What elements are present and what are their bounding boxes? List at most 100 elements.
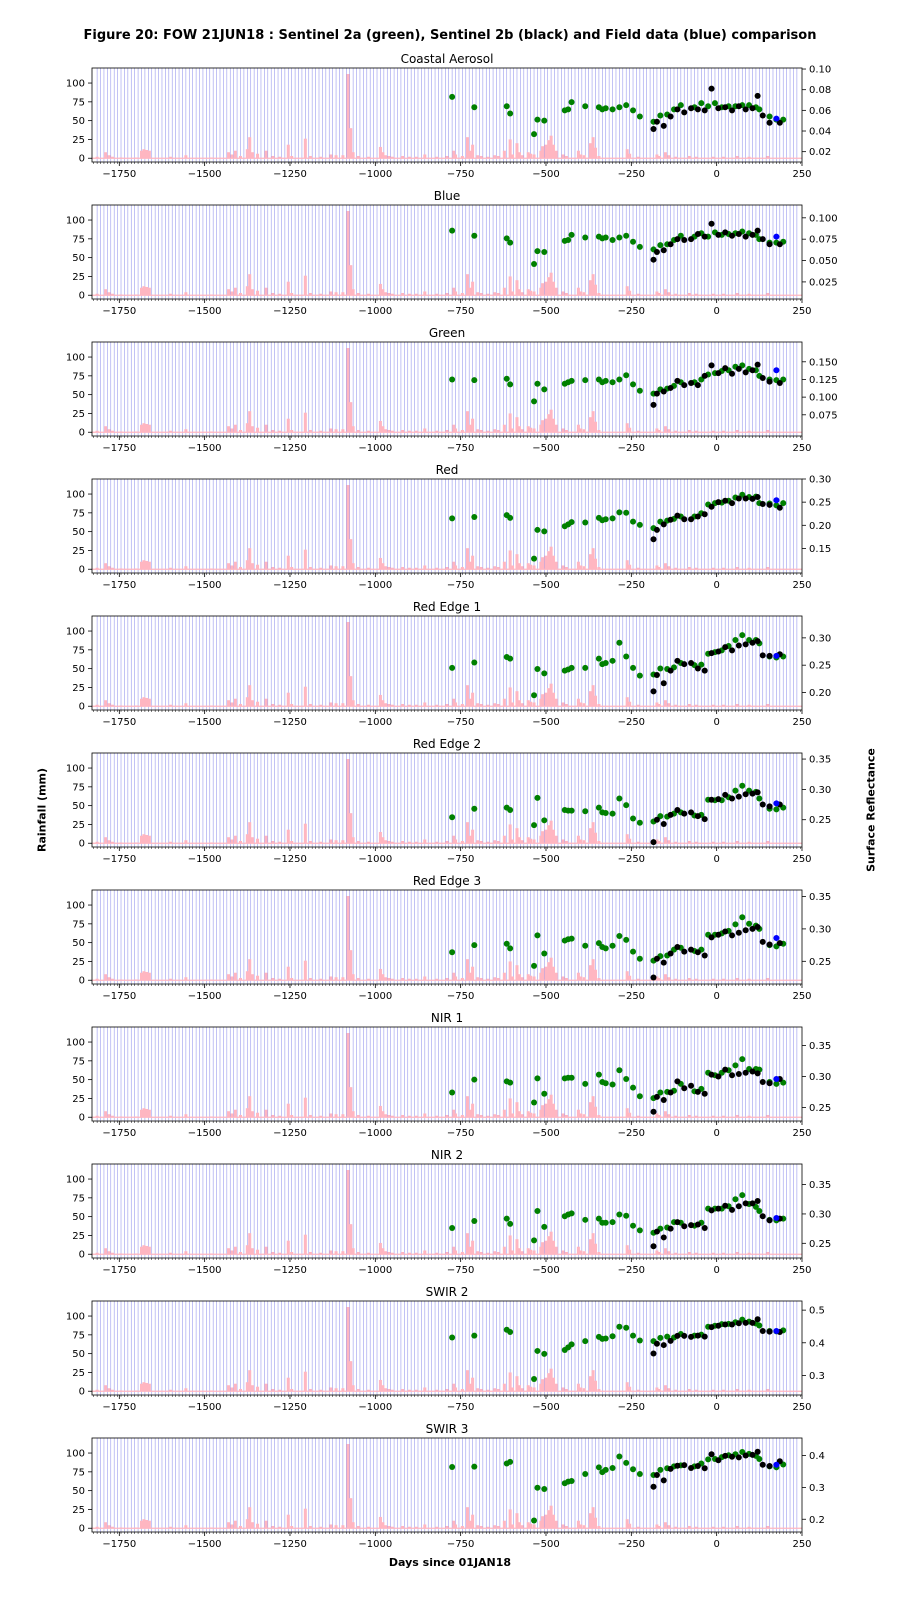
rainfall-bar <box>134 157 138 159</box>
rainfall-bar <box>479 292 483 296</box>
rainfall-bar <box>366 293 370 296</box>
rainfall-bar <box>694 704 698 707</box>
rainfall-bar <box>381 289 385 296</box>
rainfall-bar <box>104 700 108 707</box>
rainfall-bar <box>107 703 111 707</box>
rainfall-bar <box>541 1105 545 1118</box>
sentinel-2b-point <box>729 232 736 239</box>
rainfall-bar <box>687 703 691 707</box>
sentinel-2b-point <box>715 105 722 112</box>
sentinel-2b-point <box>708 362 715 369</box>
rainfall-bar <box>520 977 524 981</box>
rainfall-bar <box>401 1114 405 1118</box>
rainfall-bar <box>329 154 333 159</box>
rainfall-bar <box>250 837 254 844</box>
sentinel-2b-point <box>694 665 701 672</box>
rainfall-bar <box>593 421 597 433</box>
rainfall-bar <box>517 700 521 707</box>
rainfall-bar <box>384 1114 388 1118</box>
rainfall-bar <box>694 1115 698 1118</box>
rainfall-bar <box>233 972 237 981</box>
rainfall-bar <box>517 1111 521 1118</box>
rainfall-bar <box>547 140 551 159</box>
x-tick-label: 250 <box>792 580 811 591</box>
rainfall-bar <box>387 292 391 296</box>
sentinel-2a-point <box>531 131 538 138</box>
sentinel-2b-point <box>694 231 701 238</box>
sentinel-2a-point <box>534 380 541 387</box>
rainfall-bar <box>384 155 388 159</box>
sentinel-2b-point <box>660 122 667 129</box>
rainfall-bar <box>502 561 506 570</box>
rainfall-bar <box>245 834 249 844</box>
rainfall-bar <box>264 698 268 707</box>
rainfall-bar <box>147 287 151 296</box>
rainfall-bar <box>711 704 715 707</box>
rainfall-bar <box>278 978 282 981</box>
rain-tick-label: 25 <box>72 683 85 694</box>
rainfall-bar <box>476 429 480 433</box>
rainfall-bar <box>387 840 391 844</box>
plot-area <box>92 753 802 847</box>
sentinel-2b-point <box>694 382 701 389</box>
rainfall-bar <box>460 1114 464 1118</box>
rainfall-bar <box>554 561 558 570</box>
rainfall-bar <box>139 561 143 570</box>
sentinel-2b-point <box>674 944 681 951</box>
sentinel-2a-point <box>616 104 623 111</box>
rainfall-bar <box>134 1116 138 1118</box>
sentinel-2a-point <box>636 113 643 120</box>
rainfall-bar <box>238 840 242 844</box>
rainfall-bar <box>256 290 260 296</box>
rainfall-bar <box>471 418 475 433</box>
rainfall-bar <box>308 292 312 296</box>
rainfall-bar <box>515 417 519 433</box>
rainfall-bar <box>593 695 597 707</box>
rainfall-bar <box>290 155 294 159</box>
rainfall-bar <box>250 426 254 433</box>
rainfall-bar <box>278 430 282 433</box>
x-tick-label: −1750 <box>102 991 136 1002</box>
sentinel-2a-point <box>732 921 739 928</box>
rainfall-bar <box>493 155 497 159</box>
rainfall-bar <box>308 977 312 981</box>
rainfall-bar <box>502 424 506 433</box>
rainfall-bar <box>233 424 237 433</box>
sentinel-2b-point <box>667 241 674 248</box>
x-tick-label: −1250 <box>273 169 307 180</box>
plot-area <box>92 342 802 436</box>
rainfall-bar <box>549 409 553 433</box>
rain-tick-label: 50 <box>72 1075 85 1086</box>
rainfall-bar <box>390 978 394 981</box>
field-point <box>773 497 780 504</box>
x-tick-label: −1000 <box>358 306 392 317</box>
rainfall-bar <box>591 411 595 433</box>
rainfall-bar <box>209 1116 213 1118</box>
sentinel-2b-point <box>749 639 756 646</box>
rainfall-bar <box>766 840 770 844</box>
rainfall-bar <box>209 979 213 981</box>
panel-red-edge-2: Red Edge 2 −1750 −1500 −1250 −1000 −750 −500 −2… <box>66 737 831 865</box>
sentinel-2b-point <box>701 372 708 379</box>
rainfall-bar <box>593 284 597 296</box>
rainfall-bar <box>657 1114 661 1118</box>
rainfall-bar <box>471 966 475 981</box>
rainfall-bar <box>625 697 629 707</box>
rainfall-bar <box>576 1109 580 1118</box>
rainfall-bar <box>341 566 345 570</box>
sentinel-2a-point <box>677 102 684 109</box>
rainfall-bar <box>667 840 671 844</box>
rainfall-bar <box>502 150 506 159</box>
x-tick-label: −1500 <box>188 443 222 454</box>
rainfall-bar <box>747 567 751 570</box>
rainfall-bar <box>636 567 640 570</box>
rainfall-bar <box>366 1115 370 1118</box>
rainfall-bar <box>264 424 268 433</box>
rainfall-bar <box>471 555 475 570</box>
rainfall-bar <box>657 292 661 296</box>
rainfall-bar <box>657 429 661 433</box>
rainfall-bar <box>346 485 350 570</box>
rainfall-bar <box>747 978 751 981</box>
rainfall-bar <box>657 566 661 570</box>
rainfall-bar <box>663 289 667 296</box>
